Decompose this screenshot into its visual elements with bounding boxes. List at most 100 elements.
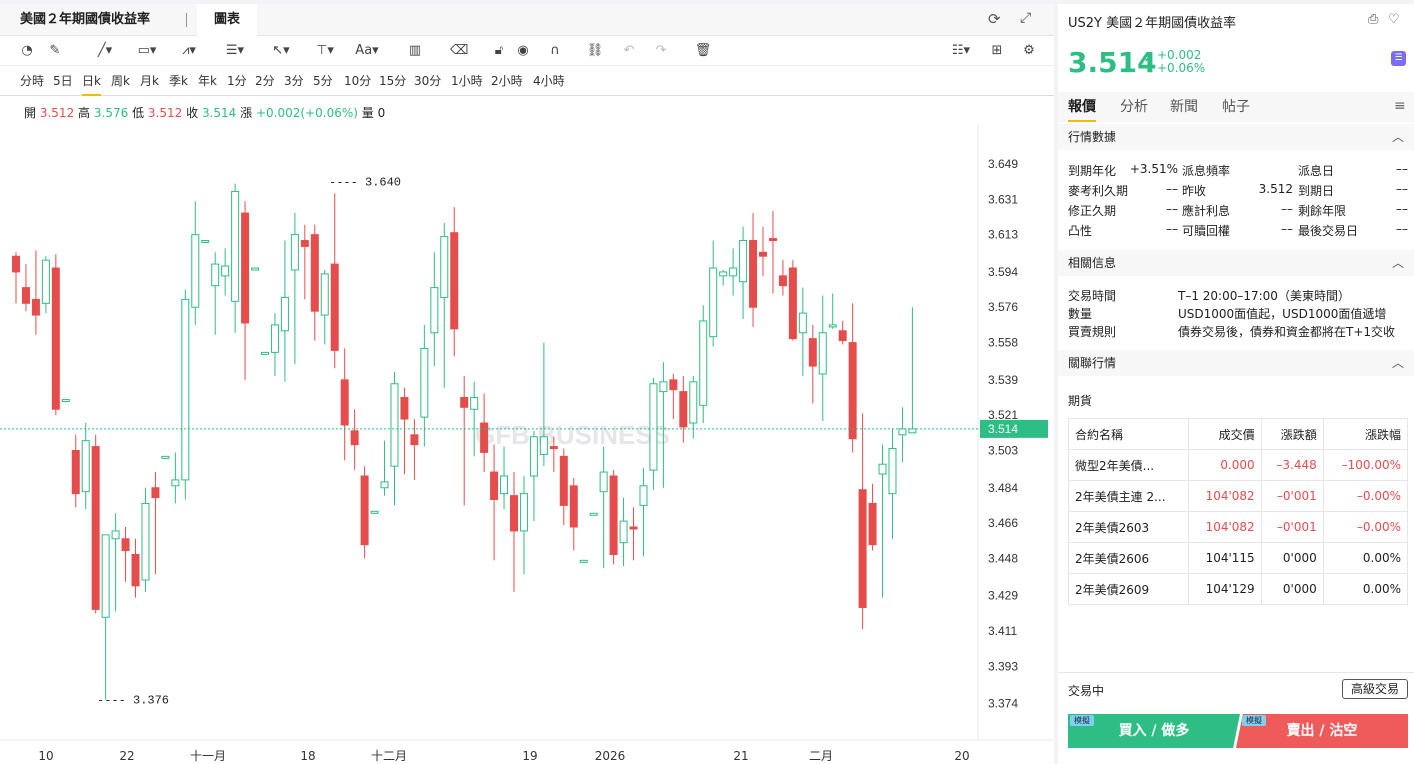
candle-body xyxy=(649,383,658,471)
period-3[interactable]: 周k xyxy=(111,74,130,88)
candle-body xyxy=(450,232,459,330)
text-icon[interactable]: Aa▾ xyxy=(355,43,379,58)
period-7[interactable]: 1分 xyxy=(227,74,247,88)
layout-icon[interactable]: ☷▾ xyxy=(951,43,971,58)
market-b-l-2: 應計利息 xyxy=(1182,204,1231,218)
eye-icon[interactable]: ◉ xyxy=(517,43,529,58)
candle xyxy=(709,240,718,347)
candle-body xyxy=(739,240,748,283)
quote-tab-0[interactable]: 報價 xyxy=(1068,92,1096,122)
redo-icon[interactable]: ↷ xyxy=(655,43,667,58)
period-14[interactable]: 1小時 xyxy=(451,74,483,88)
futures-price: 0.000 xyxy=(1188,449,1262,481)
candle xyxy=(719,269,728,286)
period-4[interactable]: 月k xyxy=(140,74,159,88)
gauge-icon[interactable]: ◔ xyxy=(21,43,33,58)
last-price-label: 3.514 xyxy=(988,422,1018,436)
period-0[interactable]: 分時 xyxy=(20,74,45,88)
fib-icon[interactable]: ☰▾ xyxy=(225,43,245,58)
candle-body xyxy=(221,265,230,277)
candle xyxy=(589,512,598,516)
refresh-icon[interactable]: ⟳ xyxy=(988,10,1001,28)
futures-row[interactable]: 2年美債2603 104'082 –0'001 –0.00% xyxy=(1067,511,1409,543)
candle xyxy=(61,398,70,402)
wave-icon[interactable]: ⩘▾ xyxy=(182,43,196,58)
candle xyxy=(739,226,748,320)
period-16[interactable]: 4小時 xyxy=(533,74,565,88)
x-tick-label: 19 xyxy=(522,749,537,763)
tab-chart[interactable]: 圖表 xyxy=(197,4,257,36)
futures-row[interactable]: 2年美債2609 104'129 0'000 0.00% xyxy=(1067,573,1409,605)
bars-icon[interactable]: ▥ xyxy=(408,43,422,58)
buy-long-button[interactable]: 買入 / 做多 xyxy=(1068,714,1240,748)
symbol: US2Y xyxy=(1068,16,1102,31)
grid-icon[interactable]: ⊞ xyxy=(991,43,1003,58)
gear-icon[interactable]: ⚙ xyxy=(1023,43,1035,58)
futures-chg: –3.448 xyxy=(1260,449,1324,481)
arrow-icon[interactable]: ↖▾ xyxy=(272,43,290,58)
lock-icon[interactable]: 🔓︎ xyxy=(494,43,504,58)
period-2[interactable]: 日k xyxy=(82,66,101,96)
candle-body xyxy=(699,320,708,406)
candle xyxy=(151,472,160,575)
info-key-2: 買賣規則 xyxy=(1068,325,1117,339)
up-arrow-icon: ↑ xyxy=(1142,54,1156,73)
candle-body xyxy=(21,287,30,304)
candle-body xyxy=(400,396,409,420)
period-10[interactable]: 5分 xyxy=(313,74,333,88)
futures-row[interactable]: 微型2年美債... 0.000 –3.448 –100.00% xyxy=(1067,449,1409,481)
candle-body xyxy=(868,502,877,546)
magnet-icon[interactable]: ∩ xyxy=(550,43,560,58)
pen-icon[interactable]: ✎ xyxy=(49,43,61,58)
quote-tab-2[interactable]: 新聞 xyxy=(1170,99,1198,115)
section-related-info[interactable]: 相關信息 ︿ xyxy=(1058,250,1414,276)
period-5[interactable]: 季k xyxy=(169,74,188,88)
fullscreen-icon[interactable]: ⤢ xyxy=(1020,10,1032,26)
period-9[interactable]: 3分 xyxy=(284,74,304,88)
tab-instrument-title[interactable]: 美國２年期國債收益率 xyxy=(20,12,151,27)
save-icon[interactable]: ⎙ xyxy=(1368,12,1379,27)
candle xyxy=(81,423,90,510)
menu-badge-icon[interactable]: ☰ xyxy=(1391,51,1406,66)
undo-icon[interactable]: ↶ xyxy=(623,43,635,58)
futures-row[interactable]: 2年美債主連 2... 104'082 –0'001 –0.00% xyxy=(1067,480,1409,512)
candle xyxy=(818,295,827,422)
futures-row[interactable]: 2年美債2606 104'115 0'000 0.00% xyxy=(1067,542,1409,574)
section-market-data[interactable]: 行情數據 ︿ xyxy=(1058,124,1414,150)
candle-body xyxy=(390,383,399,467)
candle-body xyxy=(848,342,857,440)
rect-icon[interactable]: ▭▾ xyxy=(137,43,157,58)
candle xyxy=(639,468,648,557)
candle xyxy=(460,375,469,506)
candle-body xyxy=(858,489,867,608)
candle xyxy=(71,434,80,508)
candle-body xyxy=(340,379,349,426)
share-icon[interactable]: ♡ xyxy=(1388,12,1400,27)
trash-icon[interactable]: 🗑︎ xyxy=(694,43,712,58)
quote-tab-1[interactable]: 分析 xyxy=(1120,99,1148,115)
x-tick-label: 20 xyxy=(954,749,969,763)
candle xyxy=(519,475,528,575)
period-15[interactable]: 2小時 xyxy=(491,74,523,88)
candle-body xyxy=(350,430,359,446)
period-8[interactable]: 2分 xyxy=(255,74,275,88)
period-13[interactable]: 30分 xyxy=(414,74,442,88)
candle-body xyxy=(31,298,40,316)
futures-header-cell: 成交價 xyxy=(1188,418,1262,450)
candle-body xyxy=(61,398,70,402)
line-icon[interactable]: ╱▾ xyxy=(97,43,113,58)
link-icon[interactable]: ⛓︎ xyxy=(586,43,604,58)
futures-pct: 0.00% xyxy=(1322,542,1409,574)
measure-icon[interactable]: ⊤▾ xyxy=(316,43,334,58)
market-c-v-3: –– xyxy=(1396,222,1408,236)
period-1[interactable]: 5日 xyxy=(53,74,73,88)
period-12[interactable]: 15分 xyxy=(379,74,407,88)
futures-name: 2年美債主連 2... xyxy=(1067,480,1190,512)
quote-tab-3[interactable]: 帖子 xyxy=(1222,99,1250,115)
eraser-icon[interactable]: ⌫ xyxy=(450,43,469,58)
advanced-trading-button[interactable]: 高級交易 xyxy=(1342,679,1408,699)
section-related-quotes[interactable]: 關聯行情 ︿ xyxy=(1058,350,1414,376)
period-6[interactable]: 年k xyxy=(198,74,217,88)
period-11[interactable]: 10分 xyxy=(344,74,372,88)
hamburger-icon[interactable]: ≡ xyxy=(1394,98,1406,114)
